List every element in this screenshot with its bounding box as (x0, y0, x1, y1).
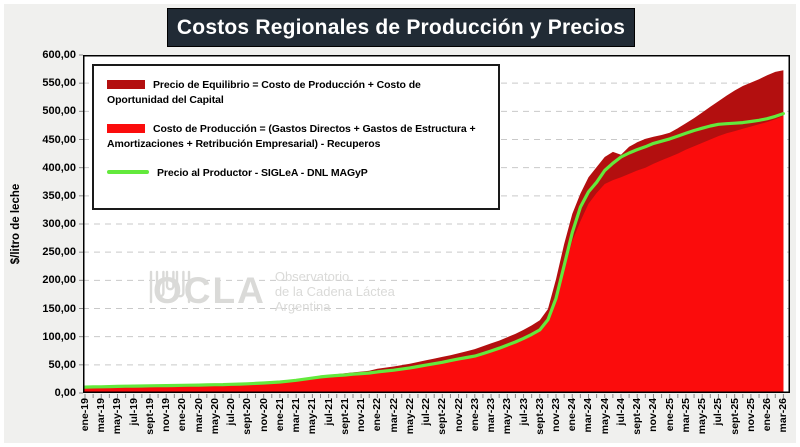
y-tick-label: 50,00 (48, 358, 76, 371)
x-tick-label: mar-21 (290, 398, 303, 433)
series-area-1 (83, 115, 784, 394)
x-tick-label: ene-20 (176, 398, 189, 432)
x-tick-label: may-19 (111, 398, 124, 435)
x-tick-label: ene-22 (371, 398, 384, 432)
x-tick-label: may-24 (598, 398, 611, 435)
plot-area: OCLA Observatorio de la Cadena Láctea Ar… (79, 54, 790, 398)
x-tick-label: nov-22 (452, 398, 465, 432)
x-tick-label: sept-19 (143, 398, 156, 435)
x-tick-label: nov-25 (744, 398, 757, 432)
legend-entry-equilibrio: Precio de Equilibrio = Costo de Producci… (107, 78, 485, 108)
y-tick-label: 150,00 (42, 302, 76, 315)
y-tick-label: 200,00 (42, 274, 76, 287)
x-tick-label: ene-24 (566, 398, 579, 432)
x-tick-label: mar-25 (679, 398, 692, 433)
x-tick-label: sept-20 (241, 398, 254, 435)
legend-swatch-productor (107, 170, 149, 175)
x-tick-label: nov-23 (550, 398, 562, 432)
x-tick-label: mar-23 (485, 398, 498, 433)
legend-entry-costo: Costo de Producción = (Gastos Directos +… (107, 122, 485, 152)
legend: Precio de Equilibrio = Costo de Producci… (92, 64, 500, 210)
x-tick-label: mar-19 (95, 398, 108, 433)
ocla-logo-subtext: Observatorio de la Cadena Láctea Argenti… (275, 269, 395, 314)
y-tick-label: 500,00 (42, 105, 76, 118)
x-tick-label: nov-21 (355, 398, 368, 432)
x-tick-label: sept-25 (728, 398, 741, 435)
ocla-subtext-line1: Observatorio (274, 269, 350, 284)
x-tick-label: mar-22 (387, 398, 400, 433)
ocla-logo-icon (149, 270, 191, 304)
y-tick-label: 300,00 (42, 218, 76, 230)
x-tick-label: sept-22 (436, 398, 449, 435)
x-tick-label: jul-24 (614, 398, 627, 426)
x-tick-label: nov-19 (160, 398, 173, 432)
legend-swatch-equilibrio (107, 79, 145, 89)
x-tick-label: ene-19 (79, 398, 91, 432)
legend-swatch-costo (107, 123, 145, 133)
x-tick-label: may-22 (403, 398, 416, 435)
x-tick-label: may-21 (306, 398, 319, 435)
x-tick-label: jul-22 (420, 398, 433, 426)
x-tick-label: sept-23 (533, 398, 546, 435)
x-tick-label: ene-25 (663, 398, 676, 432)
x-tick-label: jul-25 (712, 398, 725, 426)
x-tick-label: may-25 (696, 398, 709, 435)
ocla-watermark: OCLA Observatorio de la Cadena Láctea Ar… (147, 267, 395, 314)
x-tick-label: may-23 (501, 398, 514, 435)
x-tick-label: jul-21 (322, 398, 335, 426)
legend-label-costo: Costo de Producción = (Gastos Directos +… (107, 123, 476, 150)
x-tick-label: jul-20 (225, 398, 238, 426)
x-tick-label: jul-19 (127, 398, 140, 426)
y-tick-label: 400,00 (42, 161, 76, 174)
ocla-subtext-line3: Argentina (274, 299, 331, 314)
x-tick-label: mar-26 (777, 398, 790, 433)
y-tick-label: 350,00 (42, 189, 76, 202)
x-tick-label: ene-23 (468, 398, 481, 432)
series-line-2 (83, 112, 785, 389)
y-tick-label: 100,00 (42, 330, 76, 343)
x-tick-label: ene-26 (761, 398, 774, 432)
x-tick-label: nov-24 (647, 398, 660, 432)
x-tick-label: sept-24 (631, 398, 644, 435)
legend-label-productor: Precio al Productor - SIGLeA - DNL MAGyP (157, 167, 368, 179)
legend-entry-productor: Precio al Productor - SIGLeA - DNL MAGyP (107, 166, 485, 181)
x-tick-label: mar-24 (582, 398, 595, 433)
x-tick-label: mar-20 (192, 398, 205, 433)
y-tick-label: 250,00 (42, 246, 76, 259)
x-tick-label: nov-20 (257, 398, 270, 432)
plot-border (83, 55, 790, 393)
x-tick-label: sept-21 (338, 398, 351, 435)
x-tick-label: jul-23 (517, 398, 530, 426)
legend-label-equilibrio: Precio de Equilibrio = Costo de Producci… (107, 79, 421, 106)
ocla-subtext-line2: de la Cadena Láctea (274, 284, 395, 299)
y-tick-label: 0,00 (54, 387, 76, 399)
x-tick-label: may-20 (208, 398, 221, 435)
chart-title: Costos Regionales de Producción y Precio… (167, 8, 635, 47)
y-tick-label: 450,00 (42, 133, 76, 146)
y-tick-label: 550,00 (42, 77, 76, 90)
x-tick-label: ene-21 (273, 398, 286, 432)
y-tick-label: 600,00 (42, 49, 76, 61)
